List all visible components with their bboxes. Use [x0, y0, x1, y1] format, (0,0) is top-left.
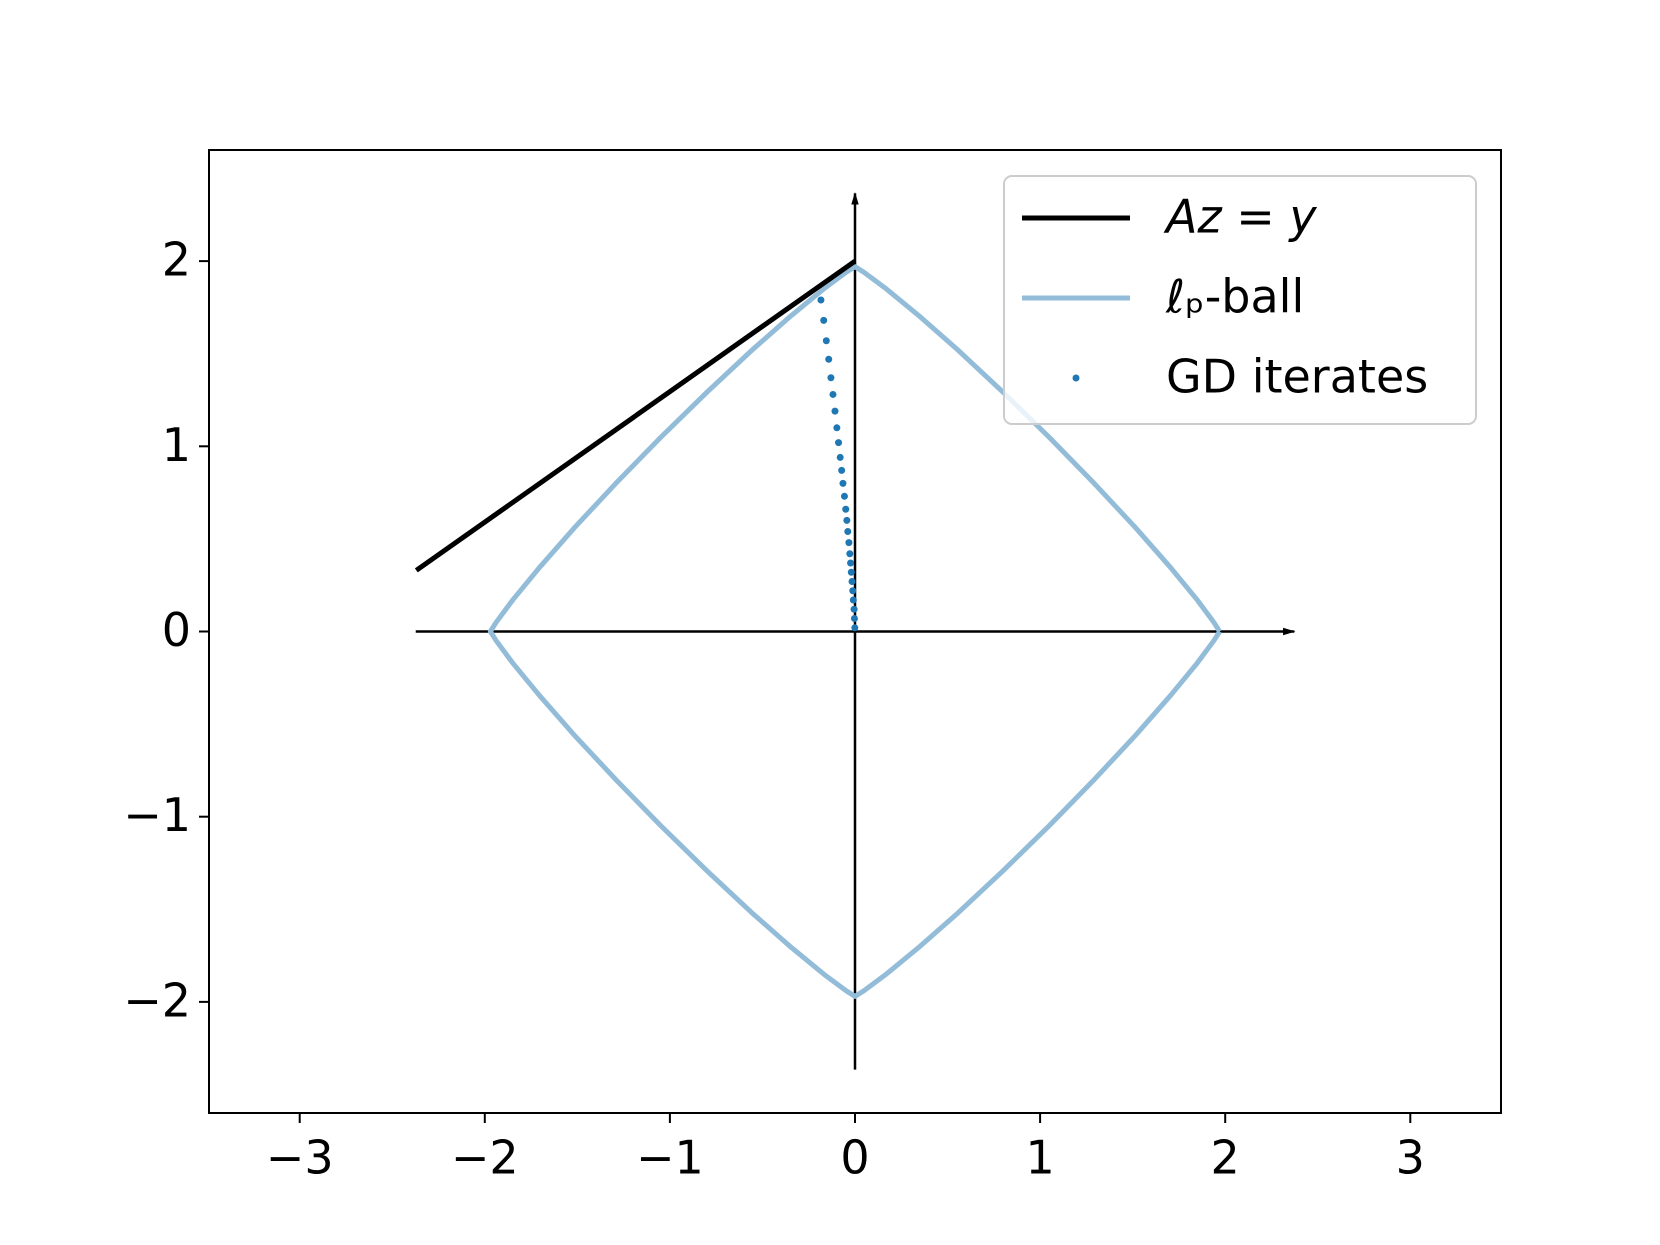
- x-tick-label: 2: [1211, 1131, 1240, 1185]
- legend-label: ℓₚ-ball: [1165, 270, 1304, 324]
- iterate-dot: [847, 559, 855, 567]
- iterate-dot: [849, 587, 857, 595]
- iterate-dot: [836, 453, 844, 461]
- y-tick-label: 2: [162, 233, 191, 287]
- series-line: [414, 259, 857, 573]
- iterate-dot: [844, 527, 852, 535]
- iterate-dot: [847, 568, 855, 576]
- iterate-dot: [820, 316, 828, 324]
- iterate-dot: [829, 390, 837, 398]
- iterate-dot: [840, 492, 848, 500]
- legend-label: Az = y: [1163, 190, 1317, 244]
- iterate-dot: [835, 439, 843, 447]
- x-tick-label: 1: [1025, 1131, 1054, 1185]
- series-line: [487, 264, 1222, 999]
- iterate-dot: [831, 407, 839, 415]
- y-tick-label: 0: [162, 603, 191, 657]
- x-tick-label: −3: [266, 1131, 334, 1185]
- iterate-dot: [827, 374, 835, 382]
- iterate-dot: [838, 466, 846, 474]
- iterate-dot: [848, 577, 856, 585]
- iterate-dot: [850, 615, 858, 623]
- x-tick-label: 0: [840, 1131, 869, 1185]
- iterate-dot: [825, 355, 833, 363]
- iterate-dot: [843, 516, 851, 524]
- x-tick-label: −2: [451, 1131, 519, 1185]
- legend-frame: [1003, 175, 1477, 425]
- iterate-dot: [839, 479, 847, 487]
- iterate-dot: [842, 505, 850, 513]
- iterate-dot: [822, 337, 830, 345]
- x-tick-label: −1: [636, 1131, 704, 1185]
- iterate-dot: [851, 624, 859, 632]
- y-tick-label: −1: [123, 788, 191, 842]
- y-tick-label: 1: [162, 418, 191, 472]
- x-tick-label: 3: [1396, 1131, 1425, 1185]
- y-tick-label: −2: [123, 973, 191, 1027]
- iterate-dot: [850, 605, 858, 613]
- iterate-dot: [833, 424, 841, 432]
- iterate-dot: [846, 550, 854, 558]
- legend-label: GD iterates: [1166, 350, 1428, 404]
- iterate-dot: [817, 296, 825, 304]
- iterate-dot: [845, 539, 853, 547]
- legend-swatch: [1072, 374, 1080, 382]
- iterate-dot: [849, 596, 857, 604]
